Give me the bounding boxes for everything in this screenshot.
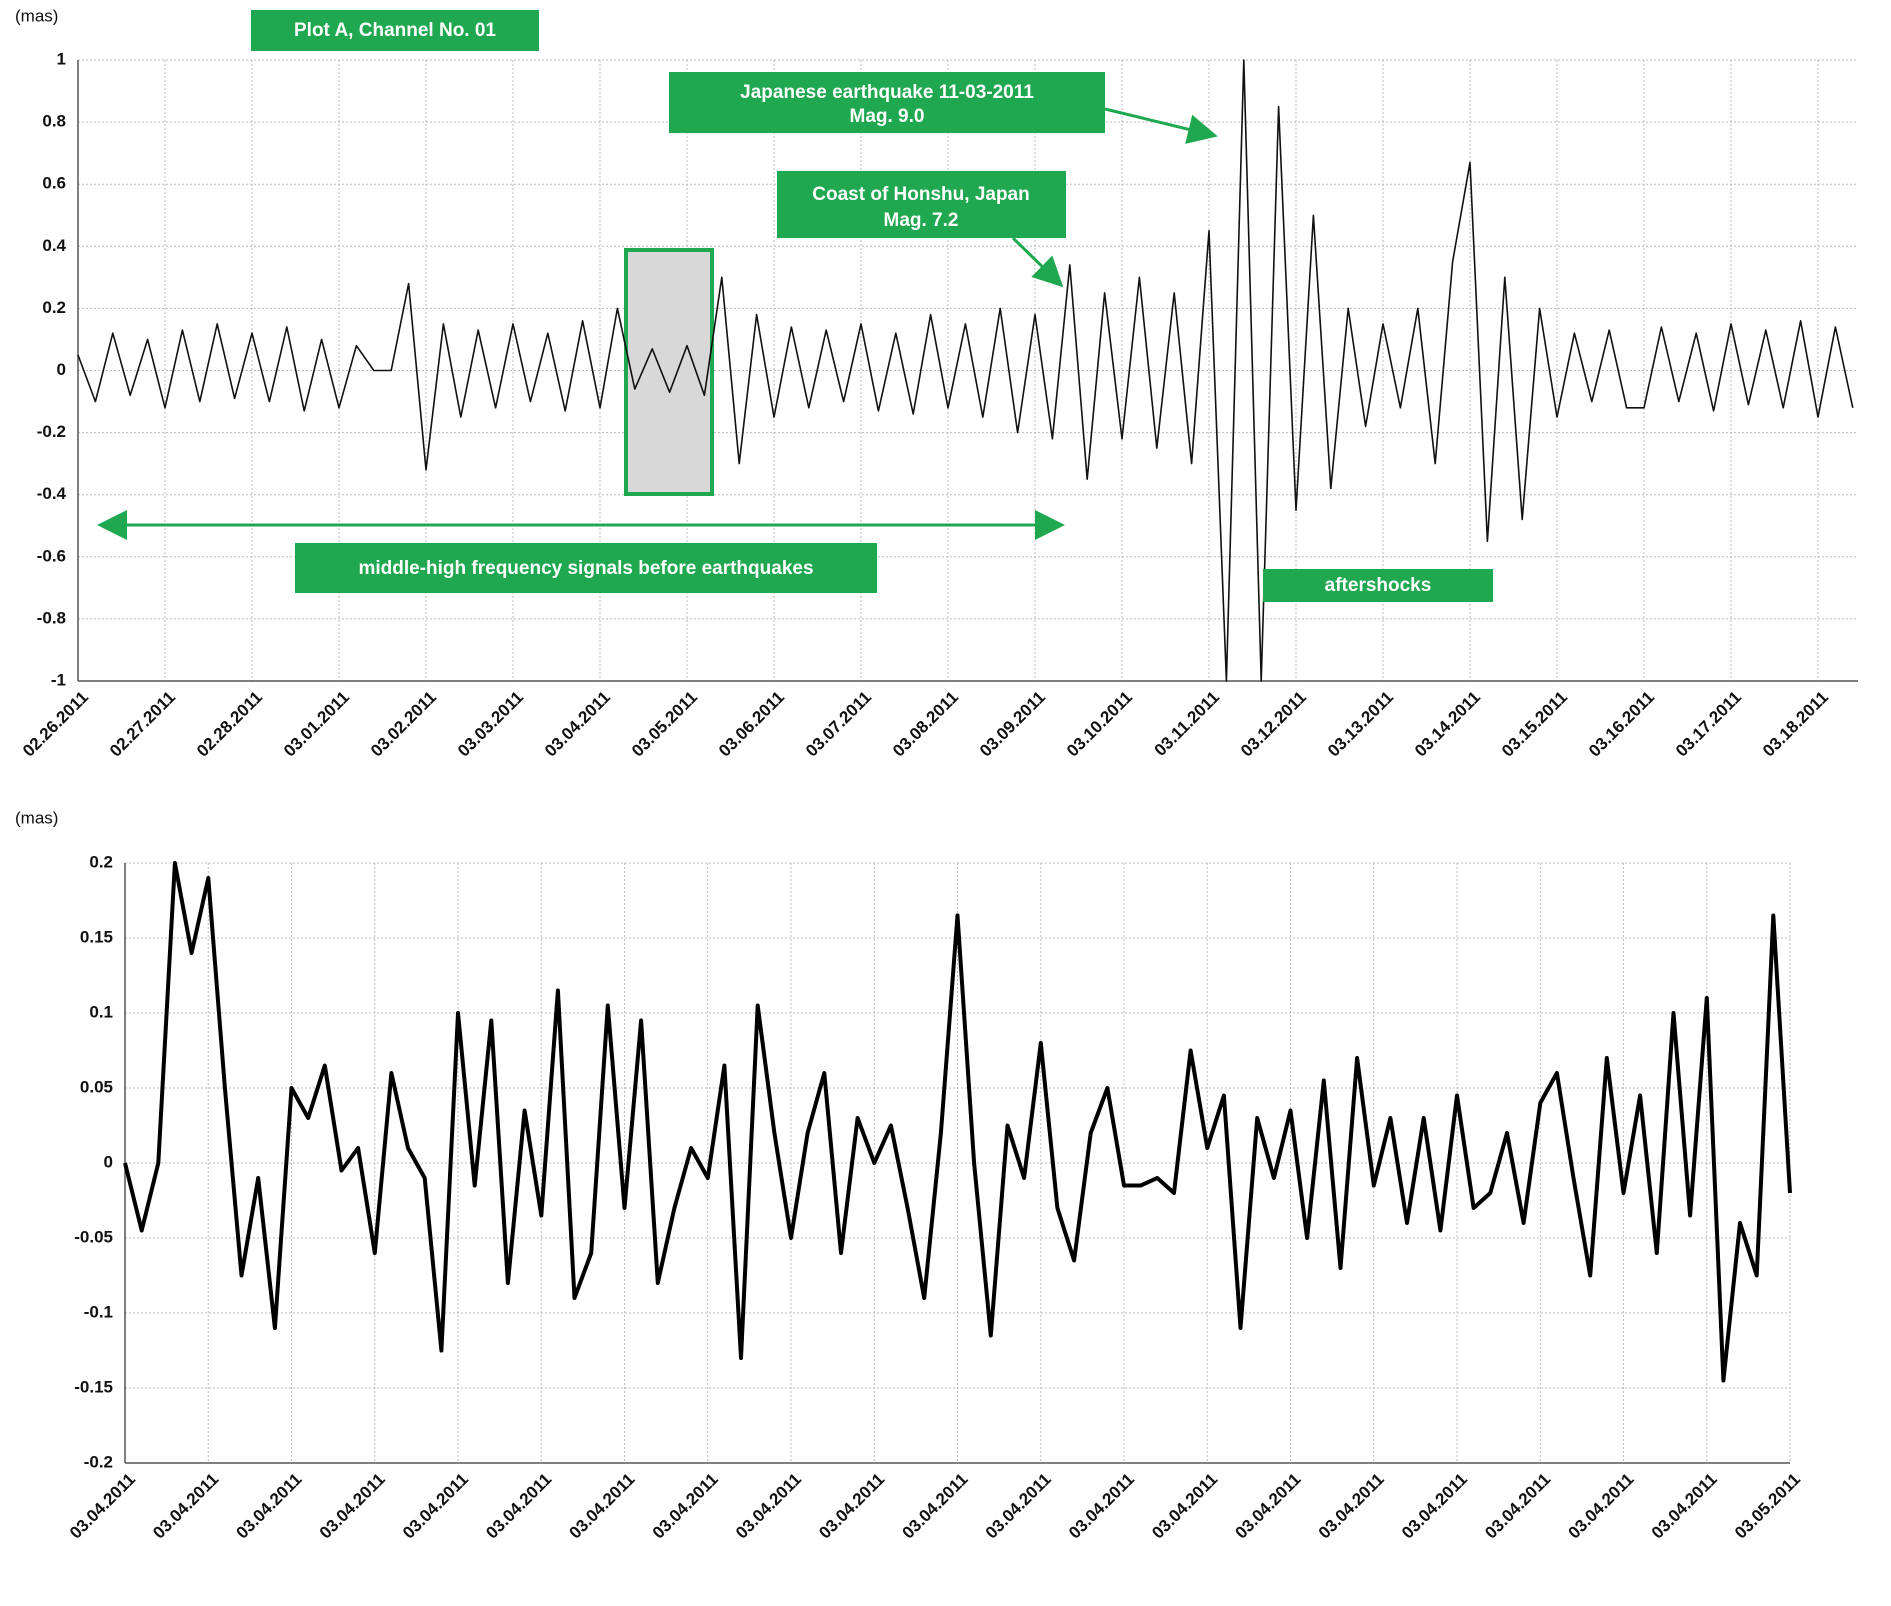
arrow <box>1011 236 1064 288</box>
y-tick-label: -0.1 <box>84 1302 113 1321</box>
y-axis-label: (mas) <box>15 808 58 827</box>
annotation-box <box>777 171 1066 238</box>
arrow <box>1104 107 1218 144</box>
annotation-box <box>295 543 877 593</box>
y-tick-label: 0.15 <box>80 927 113 946</box>
y-tick-label: -0.8 <box>37 608 66 627</box>
y-tick-label: 0.4 <box>42 236 66 255</box>
y-tick-label: 1 <box>57 49 66 68</box>
chart-title: Plot A, Channel No. 01 <box>294 20 496 41</box>
data-line <box>77 59 1854 682</box>
annotation-box <box>1263 569 1493 602</box>
annotation: Coast of Honshu, Japan <box>812 184 1029 205</box>
y-tick-label: 0 <box>57 360 66 379</box>
y-axis-label: (mas) <box>15 6 58 25</box>
shaded-region <box>624 248 714 496</box>
data-line <box>123 861 1792 1383</box>
y-tick-label: -0.4 <box>37 484 67 503</box>
annotation: Mag. 9.0 <box>850 106 925 127</box>
y-tick-label: -0.6 <box>37 546 66 565</box>
y-tick-label: 0.8 <box>42 112 66 131</box>
y-tick-label: -0.2 <box>37 422 66 441</box>
y-tick-label: -0.2 <box>84 1452 113 1471</box>
annotation-box <box>669 72 1105 133</box>
title-box <box>251 10 539 51</box>
y-tick-label: -0.15 <box>74 1377 113 1396</box>
y-tick-label: -1 <box>51 670 66 689</box>
y-tick-label: 0.1 <box>89 1002 113 1021</box>
y-tick-label: 0.2 <box>89 852 113 871</box>
y-tick-label: 0.05 <box>80 1077 113 1096</box>
annotation: aftershocks <box>1325 575 1432 596</box>
annotation: Mag. 7.2 <box>884 210 959 231</box>
y-tick-label: 0.2 <box>42 298 66 317</box>
annotation: Japanese earthquake 11-03-2011 <box>740 82 1034 103</box>
y-tick-label: 0 <box>104 1152 113 1171</box>
annotation: middle-high frequency signals before ear… <box>358 558 813 579</box>
y-tick-label: 0.6 <box>42 174 66 193</box>
y-tick-label: -0.05 <box>74 1227 113 1246</box>
